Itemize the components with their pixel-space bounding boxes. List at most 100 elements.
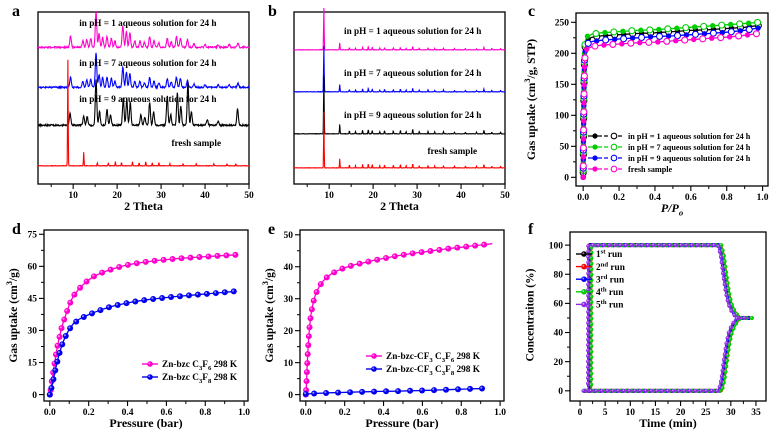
panel-f-x-axis-title: Time (min) (639, 416, 697, 430)
svg-text:0: 0 (578, 408, 583, 418)
svg-text:0: 0 (32, 391, 37, 401)
panel-e: e 0.0 0.2 0.4 0.6 0.8 1.0 0 10 20 30 40 50 Zn-bzc-CF… (258, 218, 516, 436)
svg-text:0: 0 (558, 387, 563, 397)
panel-e-x-axis-title: Pressure (bar) (365, 416, 439, 430)
panel-a-x-axis-title: 2 Theta (124, 199, 163, 213)
svg-text:0: 0 (564, 174, 569, 184)
svg-text:in pH = 9 aqueous solution for: in pH = 9 aqueous solution for 24 h (79, 94, 216, 104)
svg-text:10: 10 (324, 191, 334, 201)
panel-b-x-axis-title: 2 Theta (380, 199, 419, 213)
panel-d: d 0.0 0.2 0.4 0.6 0.8 1.0 0 15 30 45 60 75 Zn-bzc C3… (2, 218, 260, 436)
svg-text:3rd run: 3rd run (596, 274, 625, 286)
panel-c-x-axis-title: P/Po (660, 201, 684, 218)
svg-text:2nd run: 2nd run (596, 261, 626, 273)
panel-c-letter: c (528, 3, 536, 20)
svg-text:0.2: 0.2 (339, 408, 351, 418)
panel-b-letter: b (268, 3, 277, 20)
svg-text:50: 50 (500, 191, 510, 201)
svg-text:0.4: 0.4 (122, 408, 134, 418)
svg-text:5th run: 5th run (596, 299, 624, 311)
svg-text:in pH = 7 aqueous solution fo: in pH = 7 aqueous solution for 24 h (344, 68, 481, 78)
svg-text:in pH = 1 aqueous solution for: in pH = 1 aqueous solution for 24 h (79, 18, 216, 28)
svg-text:50: 50 (560, 143, 570, 153)
svg-text:40: 40 (456, 191, 466, 201)
panel-e-y-axis-title: Gas uptake (cm3/g) (260, 267, 276, 363)
svg-text:0.0: 0.0 (44, 408, 56, 418)
svg-text:0.8: 0.8 (721, 193, 733, 203)
panel-c-plot: 0.0 0.2 0.4 0.6 0.8 1.0 0 50 100 150 200 250 in pH =… (555, 12, 769, 203)
svg-text:35: 35 (751, 408, 761, 418)
svg-text:30: 30 (412, 191, 422, 201)
svg-text:15: 15 (651, 408, 661, 418)
panel-f: f 0 5 10 15 20 25 30 35 0 20 40 60 80 100 1st run 2nd r… (518, 218, 776, 436)
svg-text:30: 30 (156, 191, 166, 201)
panel-d-y-axis-title: Gas uptake (cm3/g) (4, 267, 20, 363)
svg-text:0.8: 0.8 (199, 408, 211, 418)
svg-text:in pH = 9 aqueous solution for: in pH = 9 aqueous solution for 24 h (628, 154, 751, 163)
svg-text:30: 30 (284, 295, 294, 305)
svg-text:50: 50 (284, 231, 294, 241)
svg-text:in pH = 1 aqueous solution for: in pH = 1 aqueous solution for 24 h (344, 26, 481, 36)
svg-text:15: 15 (28, 359, 38, 369)
svg-text:100: 100 (555, 112, 570, 122)
panel-d-plot: 0.0 0.2 0.4 0.6 0.8 1.0 0 15 30 45 60 75 Zn-bzc C3F6… (28, 229, 250, 418)
svg-text:30: 30 (726, 408, 736, 418)
panel-d-letter: d (12, 221, 21, 238)
svg-text:0.0: 0.0 (300, 408, 312, 418)
svg-text:60: 60 (28, 263, 38, 273)
svg-text:fresh sample: fresh sample (628, 165, 673, 174)
panel-a-letter: a (12, 3, 20, 20)
svg-text:20: 20 (112, 191, 122, 201)
svg-text:40: 40 (200, 191, 210, 201)
svg-text:80: 80 (554, 270, 564, 280)
panel-a-plot: 10 20 30 40 50 in pH = 1 aqueous solution for… (37, 10, 254, 201)
svg-text:Zn-bzc-CF3 C3F6 298 K: Zn-bzc-CF3 C3F6 298 K (386, 352, 481, 364)
panel-c-y-axis-title: Gas uptake (cm3/g, STP) (522, 38, 538, 160)
svg-text:Zn-bzc-CF3 C3F8 298 K: Zn-bzc-CF3 C3F8 298 K (386, 365, 481, 377)
svg-text:0.6: 0.6 (160, 408, 172, 418)
panel-a: a 10 20 30 40 50 in pH = 1 aqueous solution f… (2, 0, 260, 218)
svg-text:20: 20 (676, 408, 686, 418)
svg-text:fresh sample: fresh sample (171, 138, 221, 148)
svg-text:0: 0 (288, 391, 293, 401)
svg-text:20: 20 (554, 358, 564, 368)
svg-text:10: 10 (626, 408, 636, 418)
svg-text:Zn-bzc C3F8 298 K: Zn-bzc C3F8 298 K (162, 373, 238, 385)
svg-text:0.2: 0.2 (83, 408, 95, 418)
panel-b: b 10 20 30 40 50 in pH = 1 aqueous solution f… (258, 0, 516, 218)
panel-d-x-axis-title: Pressure (bar) (109, 416, 183, 430)
svg-text:in pH = 1 aqueous solution for: in pH = 1 aqueous solution for 24 h (628, 132, 751, 141)
panel-c: c 0.0 0.2 0.4 0.6 0.8 1.0 0 50 100 150 200 250 in pH… (518, 0, 776, 218)
svg-text:4th run: 4th run (596, 287, 624, 299)
svg-text:200: 200 (555, 50, 570, 60)
panel-f-letter: f (528, 221, 534, 238)
svg-text:Zn-bzc C3F6 298 K: Zn-bzc C3F6 298 K (162, 360, 238, 372)
svg-text:20: 20 (368, 191, 378, 201)
svg-text:in pH = 7 aqueous solution for: in pH = 7 aqueous solution for 24 h (79, 58, 216, 68)
svg-text:40: 40 (284, 263, 294, 273)
svg-text:60: 60 (554, 300, 564, 310)
svg-text:0.8: 0.8 (455, 408, 467, 418)
svg-text:25: 25 (701, 408, 711, 418)
svg-text:100: 100 (549, 241, 564, 251)
svg-text:0.2: 0.2 (613, 193, 625, 203)
svg-text:20: 20 (284, 327, 294, 337)
svg-text:40: 40 (554, 329, 564, 339)
svg-text:10: 10 (284, 359, 294, 369)
panel-e-letter: e (268, 221, 276, 238)
svg-text:0.4: 0.4 (378, 408, 390, 418)
panel-b-plot: 10 20 30 40 50 in pH = 1 aqueous solution for… (293, 7, 510, 201)
svg-text:45: 45 (28, 295, 38, 305)
svg-text:in pH = 7 aqueous solution for: in pH = 7 aqueous solution for 24 h (628, 143, 751, 152)
svg-text:0.0: 0.0 (577, 193, 589, 203)
panel-f-y-axis-title: Concentraiton (%) (524, 268, 536, 361)
svg-text:0.6: 0.6 (685, 193, 697, 203)
svg-text:1.0: 1.0 (757, 193, 769, 203)
svg-text:150: 150 (555, 81, 570, 91)
svg-text:5: 5 (603, 408, 608, 418)
svg-text:in pH = 9 aqueous solution fo: in pH = 9 aqueous solution for 24 h (344, 110, 481, 120)
svg-text:50: 50 (244, 191, 254, 201)
svg-text:75: 75 (28, 230, 38, 240)
